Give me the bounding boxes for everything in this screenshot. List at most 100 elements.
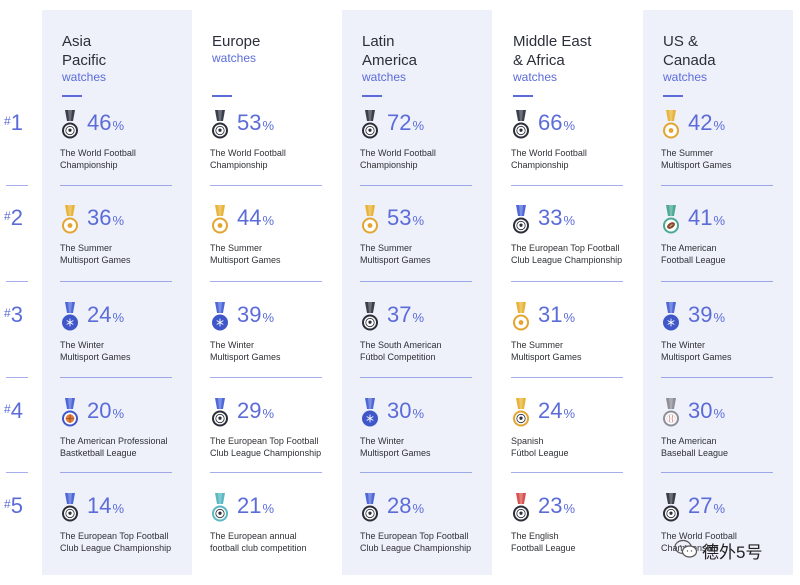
rank-hash: #	[4, 209, 11, 223]
percent-sign: %	[713, 501, 726, 516]
row-divider	[661, 472, 773, 473]
region-column: Latin America watches 72% The World Footbal…	[342, 10, 492, 575]
percentage-value: 39%	[237, 302, 274, 331]
row-divider	[60, 281, 172, 282]
percentage-number: 24	[87, 302, 112, 327]
snowflake-medal-icon	[60, 302, 80, 332]
event-name: The Summer Multisport Games	[60, 243, 131, 265]
watches-label: watches	[362, 70, 407, 84]
row-divider	[210, 185, 322, 186]
percentage-value: 14%	[87, 493, 124, 522]
watches-label: watches	[513, 70, 558, 84]
region-header: Asia Pacific watches	[62, 32, 106, 85]
percentage-value: 24%	[87, 302, 124, 331]
row-divider	[511, 377, 623, 378]
region-header: US & Canada watches	[663, 32, 716, 85]
soccer-medal-icon	[210, 398, 230, 428]
snowflake-medal-icon	[360, 398, 380, 428]
event-name: The Winter Multisport Games	[360, 436, 431, 458]
percentage-number: 39	[237, 302, 262, 327]
row-divider	[661, 281, 773, 282]
event-name: The American Professional Bastketball Le…	[60, 436, 168, 458]
percentage-value: 41%	[688, 205, 725, 234]
region-column: Europe watches 53% The World Football Champ…	[192, 10, 342, 575]
wechat-icon	[674, 539, 698, 559]
soccer-medal-icon	[511, 398, 531, 428]
percentage-number: 27	[688, 493, 713, 518]
event-name: The Summer Multisport Games	[661, 148, 732, 170]
rank-hash: #	[4, 306, 11, 320]
soccer-medal-icon	[210, 493, 230, 523]
soccer-medal-icon	[360, 110, 380, 140]
ranking-entry: 28% The European Top Football Club League…	[360, 493, 492, 563]
percentage-number: 41	[688, 205, 713, 230]
percent-sign: %	[112, 501, 125, 516]
row-divider	[360, 185, 472, 186]
event-name: The European Top Football Club League Ch…	[511, 243, 623, 265]
region-column: Asia Pacific watches 46% The World Football…	[42, 10, 192, 575]
percent-sign: %	[713, 118, 726, 133]
event-name: The World Football Championship	[210, 148, 286, 170]
ranking-entry: 14% The European Top Football Club League…	[60, 493, 192, 563]
percent-sign: %	[262, 406, 275, 421]
watermark: 德外5号	[674, 537, 792, 565]
region-column: Middle East & Africa watches 66% The World …	[493, 10, 643, 575]
basketball-medal-icon	[60, 398, 80, 428]
percentage-number: 46	[87, 110, 112, 135]
ranking-entry: 44% The Summer Multisport Games	[210, 205, 342, 275]
rank-label: #2	[4, 205, 23, 231]
summer-games-medal-icon	[360, 205, 380, 235]
ranking-entry: 39% The Winter Multisport Games	[661, 302, 793, 372]
snowflake-medal-icon	[661, 302, 681, 332]
ranking-entry: 37% The South American Fútbol Competition	[360, 302, 492, 372]
event-name: The World Football Championship	[360, 148, 436, 170]
percentage-number: 23	[538, 493, 563, 518]
percentage-value: 28%	[387, 493, 424, 522]
event-name: The English Football League	[511, 531, 576, 553]
percent-sign: %	[563, 213, 576, 228]
summer-games-medal-icon	[60, 205, 80, 235]
rank-label: #5	[4, 493, 23, 519]
percentage-value: 53%	[387, 205, 424, 234]
percent-sign: %	[412, 406, 425, 421]
percentage-number: 31	[538, 302, 563, 327]
percentage-value: 30%	[688, 398, 725, 427]
summer-games-medal-icon	[210, 205, 230, 235]
percentage-value: 46%	[87, 110, 124, 139]
row-divider	[511, 185, 623, 186]
region-name: Asia Pacific	[62, 33, 107, 69]
event-name: The Winter Multisport Games	[210, 340, 281, 362]
rank-hash: #	[4, 497, 11, 511]
soccer-medal-icon	[60, 493, 80, 523]
snowflake-medal-icon	[210, 302, 230, 332]
percent-sign: %	[112, 310, 125, 325]
event-name: The Winter Multisport Games	[661, 340, 732, 362]
percentage-number: 20	[87, 398, 112, 423]
percentage-number: 53	[237, 110, 262, 135]
percentage-number: 37	[387, 302, 412, 327]
percentage-number: 42	[688, 110, 713, 135]
ranking-entry: 66% The World Football Championship	[511, 110, 643, 180]
ranking-entry: 42% The Summer Multisport Games	[661, 110, 793, 180]
percentage-number: 33	[538, 205, 563, 230]
rank-divider	[6, 377, 28, 378]
watches-label: watches	[663, 70, 708, 84]
row-divider	[661, 377, 773, 378]
event-name: The European Top Football Club League Ch…	[210, 436, 322, 458]
summer-games-medal-icon	[511, 302, 531, 332]
watches-label: watches	[212, 51, 257, 65]
ranking-entry: 23% The English Football League	[511, 493, 643, 563]
rank-number: 3	[10, 302, 23, 327]
rank-divider	[6, 281, 28, 282]
soccer-medal-icon	[511, 205, 531, 235]
ranking-entry: 39% The Winter Multisport Games	[210, 302, 342, 372]
header-underline	[513, 95, 533, 97]
ranking-entry: 33% The European Top Football Club League…	[511, 205, 643, 275]
header-underline	[62, 95, 82, 97]
row-divider	[511, 281, 623, 282]
event-name: Spanish Fútbol League	[511, 436, 569, 458]
ranking-entry: 31% The Summer Multisport Games	[511, 302, 643, 372]
percent-sign: %	[412, 501, 425, 516]
percent-sign: %	[262, 118, 275, 133]
percentage-number: 28	[387, 493, 412, 518]
